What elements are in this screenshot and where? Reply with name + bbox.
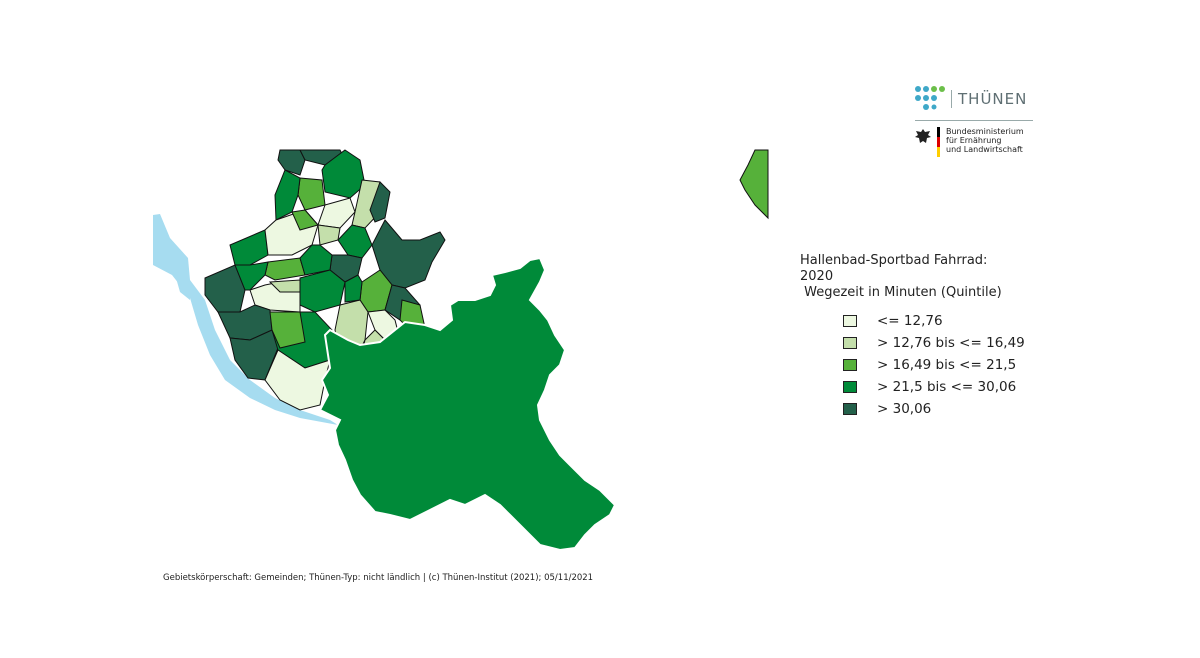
region-north-5 <box>369 181 391 223</box>
legend-title: Hallenbad-Sportbad Fahrrad: 2020 Wegezei… <box>800 253 1002 300</box>
thuenen-dots-icon <box>915 86 945 110</box>
legend-label: > 21,5 bis <= 30,06 <box>877 379 1017 395</box>
logo-divider <box>915 120 1033 121</box>
region-north-1 <box>321 149 366 199</box>
river-water <box>153 214 338 425</box>
legend-swatch <box>843 381 857 393</box>
river-elbe <box>153 214 338 425</box>
legend-label: > 30,06 <box>877 401 932 417</box>
legend-swatch <box>843 337 857 349</box>
legend-swatch <box>843 403 857 415</box>
region-west-3 <box>234 261 269 291</box>
bmel-logo: Bundesministerium für Ernährung und Land… <box>913 127 1038 157</box>
region-north-2 <box>297 177 326 211</box>
region-center-4 <box>337 224 373 259</box>
legend-swatch <box>843 359 857 371</box>
region-center-7 <box>299 244 333 276</box>
region-center-10 <box>299 269 346 313</box>
legend-item: > 16,49 bis <= 21,5 <box>843 354 1025 376</box>
region-east-big <box>371 219 446 289</box>
legend-label: > 16,49 bis <= 21,5 <box>877 357 1017 373</box>
region-center-6 <box>264 257 306 281</box>
map-footer-source: Gebietskörperschaft: Gemeinden; Thünen-T… <box>163 573 594 583</box>
region-south-5 <box>269 311 306 349</box>
legend-item: <= 12,76 <box>843 310 1025 332</box>
legend-item: > 30,06 <box>843 398 1025 420</box>
legend-label: <= 12,76 <box>877 313 943 329</box>
region-east-edge <box>739 149 769 220</box>
region-hamburg-main <box>318 256 617 552</box>
region-north-3 <box>317 197 356 229</box>
ministry-line-3: und Landwirtschaft <box>946 145 1023 154</box>
legend-item: > 21,5 bis <= 30,06 <box>843 376 1025 398</box>
ministry-line-2: für Ernährung <box>946 136 1002 145</box>
german-flag-icon <box>937 127 940 157</box>
federal-eagle-icon <box>915 129 931 143</box>
region-north-tip-1 <box>277 149 306 176</box>
region-mid-1 <box>344 274 363 303</box>
ministry-line-1: Bundesministerium <box>946 127 1024 136</box>
thuenen-wordmark: THÜNEN <box>951 90 1027 108</box>
river-islet <box>176 278 190 300</box>
legend: <= 12,76 > 12,76 bis <= 16,49 > 16,49 bis … <box>843 310 1025 420</box>
region-south-6 <box>264 349 331 411</box>
region-west-1 <box>229 229 269 266</box>
thuenen-logo: THÜNEN Bundesministerium für Ernährung u… <box>913 84 1038 157</box>
region-center-3 <box>317 224 341 246</box>
legend-item: > 12,76 bis <= 16,49 <box>843 332 1025 354</box>
legend-swatch <box>843 315 857 327</box>
legend-label: > 12,76 bis <= 16,49 <box>877 335 1025 351</box>
